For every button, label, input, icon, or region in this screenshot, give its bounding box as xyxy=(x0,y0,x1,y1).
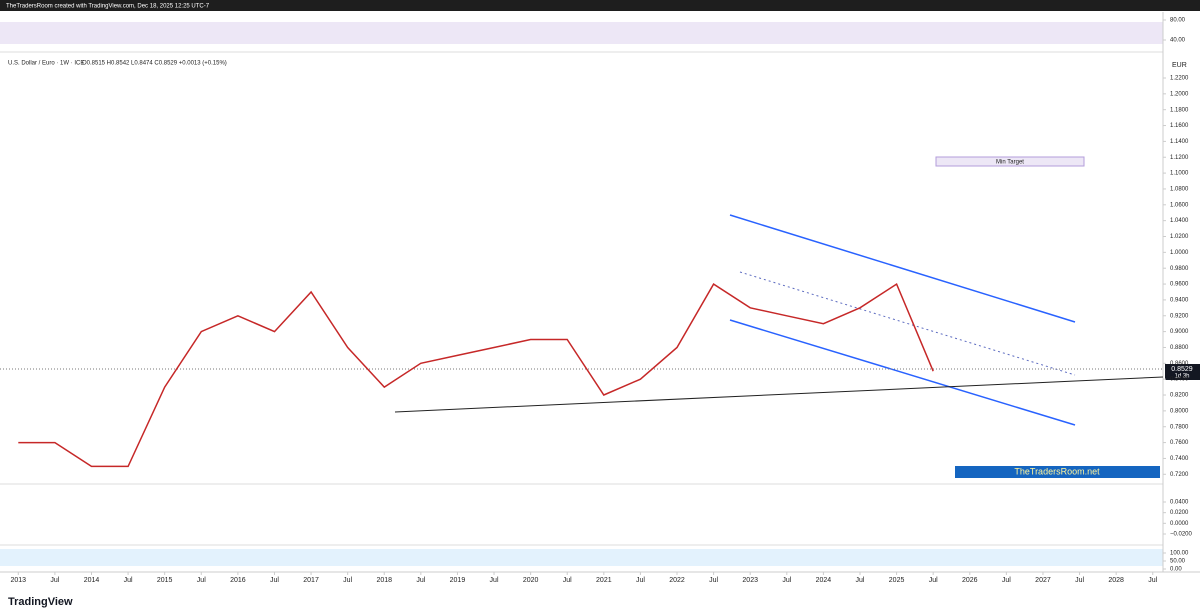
price-line xyxy=(18,282,934,468)
y-tick-label: 0.9400 xyxy=(1170,297,1189,303)
y-tick-label: 40.00 xyxy=(1170,38,1186,44)
x-tick-label: 2022 xyxy=(669,577,685,584)
y-tick-label: 1.1200 xyxy=(1170,155,1189,161)
y-tick-label: 0.8800 xyxy=(1170,345,1189,351)
legend-ohlc: O0.8515 H0.8542 L0.8474 C0.8529 +0.0013 … xyxy=(82,61,227,67)
x-tick-label: Jul xyxy=(1148,577,1157,584)
y-tick-label: 1.0600 xyxy=(1170,202,1189,208)
x-tick-label: 2023 xyxy=(742,577,758,584)
y-tick-label: 100.00 xyxy=(1170,551,1189,557)
y-tick-label: 1.1000 xyxy=(1170,171,1189,177)
y-tick-label: 1.0000 xyxy=(1170,250,1189,256)
x-tick-label: 2026 xyxy=(962,577,978,584)
x-tick-label: Jul xyxy=(856,577,865,584)
footer-logo: TradingView xyxy=(8,596,73,608)
target-box xyxy=(935,156,1085,167)
x-tick-label: 2016 xyxy=(230,577,246,584)
y-tick-label: 0.0200 xyxy=(1170,510,1189,516)
price-tag-countdown: 1d 3h xyxy=(1174,374,1189,380)
y-tick-label: 0.9200 xyxy=(1170,313,1189,319)
y-tick-label: 0.9800 xyxy=(1170,266,1189,272)
x-tick-label: 2019 xyxy=(450,577,466,584)
y-tick-label: 80.00 xyxy=(1170,18,1186,24)
x-tick-label: Jul xyxy=(343,577,352,584)
x-tick-label: Jul xyxy=(709,577,718,584)
y-tick-label: 1.2000 xyxy=(1170,91,1189,97)
x-tick-label: Jul xyxy=(270,577,279,584)
x-tick-label: Jul xyxy=(416,577,425,584)
osc-band xyxy=(0,549,1163,566)
x-tick-label: 2015 xyxy=(157,577,173,584)
y-tick-label: 0.8400 xyxy=(1170,377,1189,383)
brand-bar xyxy=(955,466,1160,478)
header-title: TheTradersRoom created with TradingView.… xyxy=(6,4,210,10)
x-tick-label: Jul xyxy=(563,577,572,584)
brand-label: TheTradersRoom.net xyxy=(1014,466,1100,476)
x-tick-label: Jul xyxy=(124,577,133,584)
x-tick-label: Jul xyxy=(929,577,938,584)
x-tick-label: Jul xyxy=(636,577,645,584)
y-tick-label: 0.0000 xyxy=(1170,521,1189,527)
y-tick-label: 1.0400 xyxy=(1170,218,1189,224)
y-tick-label: 0.7400 xyxy=(1170,456,1189,462)
x-tick-label: Jul xyxy=(1002,577,1011,584)
y-tick-label: 1.2200 xyxy=(1170,76,1189,82)
y-tick-label: −0.0200 xyxy=(1170,532,1193,538)
channel-line xyxy=(729,214,1076,323)
legend-symbol: U.S. Dollar / Euro · 1W · ICE xyxy=(8,61,84,67)
y-tick-label: 0.8200 xyxy=(1170,393,1189,399)
rsi-band xyxy=(0,22,1163,44)
y-tick-label: 0.9000 xyxy=(1170,329,1189,335)
y-tick-label: 50.00 xyxy=(1170,559,1186,565)
x-tick-label: Jul xyxy=(490,577,499,584)
x-tick-label: Jul xyxy=(197,577,206,584)
y-tick-label: 0.7800 xyxy=(1170,424,1189,430)
x-tick-label: 2018 xyxy=(376,577,392,584)
x-tick-label: 2024 xyxy=(816,577,832,584)
header-bar xyxy=(0,0,1200,11)
target-label: Min Target xyxy=(996,160,1024,166)
channel-line xyxy=(729,319,1076,426)
x-tick-label: 2027 xyxy=(1035,577,1051,584)
y-tick-label: 1.1800 xyxy=(1170,107,1189,113)
x-tick-label: 2020 xyxy=(523,577,539,584)
footer xyxy=(0,588,1200,616)
y-tick-label: 1.1600 xyxy=(1170,123,1189,129)
dotted-line xyxy=(739,271,1076,376)
x-tick-label: 2025 xyxy=(889,577,905,584)
y-tick-label: 0.7200 xyxy=(1170,472,1189,478)
x-tick-label: Jul xyxy=(782,577,791,584)
x-tick-label: 2028 xyxy=(1108,577,1124,584)
y-tick-label: 0.8000 xyxy=(1170,408,1189,414)
y-tick-label: 1.0200 xyxy=(1170,234,1189,240)
y-tick-label: 1.1400 xyxy=(1170,139,1189,145)
x-tick-label: 2013 xyxy=(11,577,27,584)
y-tick-label: 0.0400 xyxy=(1170,500,1189,506)
y-tick-label: 1.0800 xyxy=(1170,187,1189,193)
x-tick-label: 2014 xyxy=(84,577,100,584)
support-line xyxy=(394,376,1164,413)
y-tick-label: 0.00 xyxy=(1170,567,1182,573)
x-tick-label: Jul xyxy=(50,577,59,584)
y-tick-label: 0.9600 xyxy=(1170,282,1189,288)
y-tick-label: 0.7600 xyxy=(1170,440,1189,446)
currency: EUR xyxy=(1172,62,1187,69)
y-tick-label: 0.8600 xyxy=(1170,361,1189,367)
price-tag-value: 0.8529 xyxy=(1171,366,1193,373)
price-tag xyxy=(1165,364,1200,380)
x-tick-label: 2017 xyxy=(303,577,319,584)
x-tick-label: Jul xyxy=(1075,577,1084,584)
x-tick-label: 2021 xyxy=(596,577,612,584)
